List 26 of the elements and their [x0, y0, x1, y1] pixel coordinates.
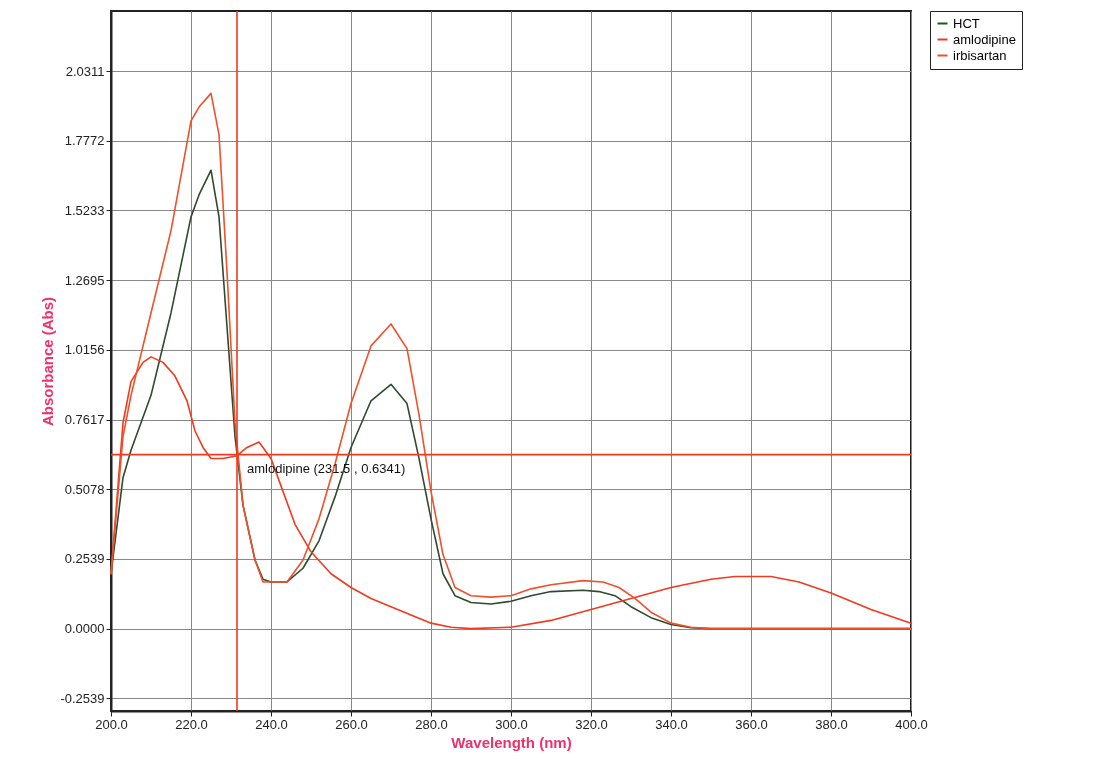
x-tick-label: 400.0	[895, 716, 928, 732]
legend-label: amlodipine	[953, 31, 1016, 47]
y-tick-label: 1.0156	[64, 342, 105, 358]
legend-label: HCT	[953, 15, 980, 31]
x-tick-label: 380.0	[815, 716, 848, 732]
y-axis-title: Absorbance (Abs)	[39, 296, 57, 427]
x-tick-label: 260.0	[335, 716, 368, 732]
y-tick-label: 0.5078	[64, 481, 105, 497]
y-tick-label: 0.0000	[64, 621, 105, 637]
y-tick-label: 0.7617	[64, 412, 105, 428]
legend-label: irbisartan	[953, 47, 1007, 63]
y-tick-label: 0.2539	[64, 551, 105, 567]
x-tick-label: 240.0	[255, 716, 288, 732]
y-tick-label: 1.5233	[64, 202, 105, 218]
y-tick-label: -0.2539	[60, 690, 105, 706]
x-tick-label: 320.0	[575, 716, 608, 732]
x-tick-label: 220.0	[175, 716, 208, 732]
y-tick-label: 1.7772	[64, 133, 105, 149]
y-tick-label: 1.2695	[64, 272, 105, 288]
x-tick-label: 340.0	[655, 716, 688, 732]
x-axis-title: Wavelength (nm)	[451, 733, 572, 751]
x-tick-label: 280.0	[415, 716, 448, 732]
y-tick-label: 2.0311	[65, 63, 105, 79]
x-tick-label: 360.0	[735, 716, 768, 732]
x-tick-label: 200.0	[95, 716, 128, 732]
x-tick-label: 300.0	[495, 716, 528, 732]
